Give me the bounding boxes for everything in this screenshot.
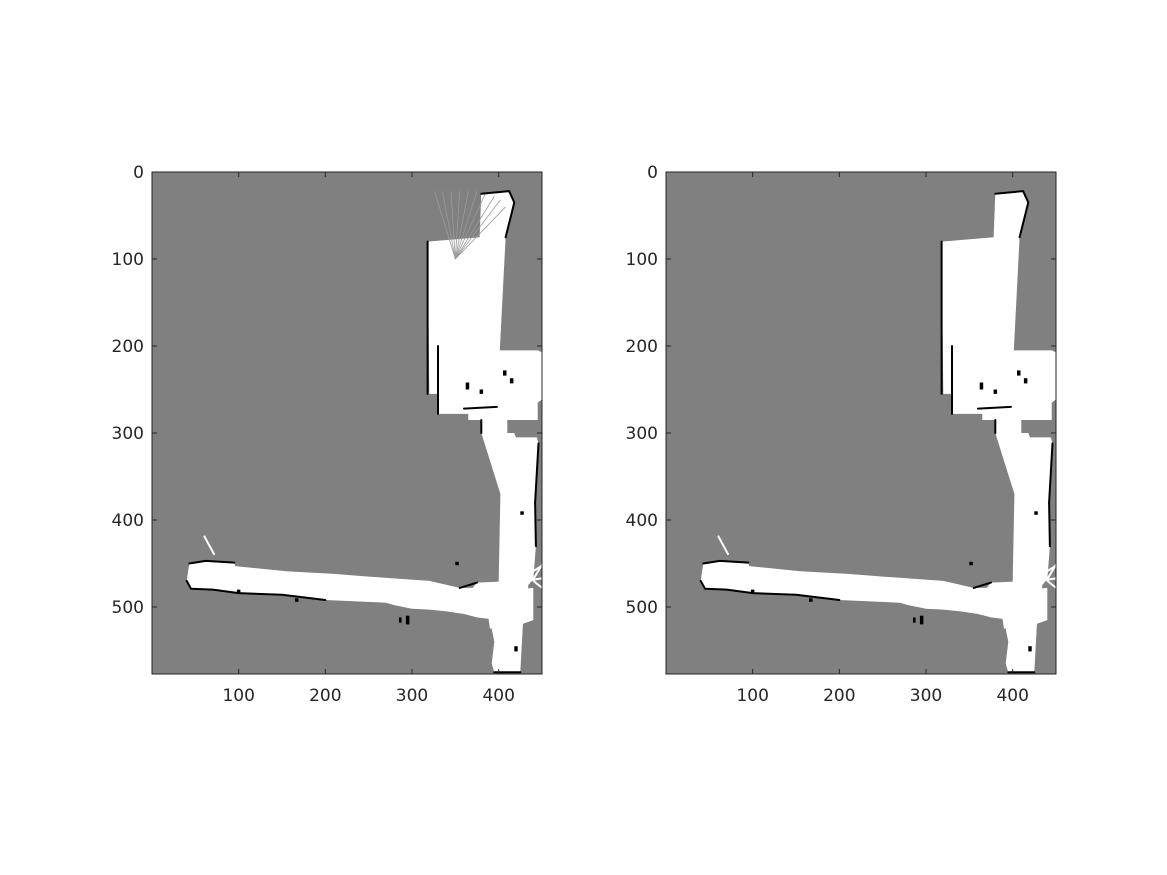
occupied-wall-8 <box>1048 501 1051 548</box>
free-space-region-2 <box>960 393 998 409</box>
x-tick-label: 300 <box>396 686 428 706</box>
y-tick-label: 400 <box>626 511 658 531</box>
free-space-spur-0 <box>203 535 216 556</box>
occupied-wall-9 <box>972 581 992 589</box>
occupied-obstacle-4 <box>236 589 241 594</box>
occupied-obstacle-1 <box>993 389 998 394</box>
y-tick-label: 200 <box>626 337 658 357</box>
free-space-spur-1 <box>532 580 542 590</box>
free-space-region-5 <box>477 582 495 588</box>
occupied-wall-3 <box>699 579 841 601</box>
free-space-region-6 <box>488 615 503 629</box>
y-tick-label: 300 <box>112 424 144 444</box>
occupied-wall-8 <box>534 501 537 548</box>
occupied-obstacle-10 <box>455 561 459 566</box>
x-tick-label: 400 <box>996 686 1028 706</box>
axes-frame <box>151 171 543 675</box>
x-tick-label: 100 <box>736 686 768 706</box>
ray-artifact-8 <box>455 199 501 260</box>
occupied-wall-10 <box>534 442 540 504</box>
ray-artifact-9 <box>455 206 506 260</box>
free-space-spur-4 <box>1040 577 1056 582</box>
map-panel-left: 100 200 300 400 0 100 200 300 400 500 <box>112 163 543 706</box>
free-space-spur-3 <box>1045 564 1056 574</box>
occupied-obstacle-6 <box>520 511 524 515</box>
free-space-spur-1 <box>1046 580 1056 590</box>
axes-frame <box>665 171 1057 675</box>
y-tick-label: 400 <box>112 511 144 531</box>
x-tick-label: 400 <box>482 686 514 706</box>
occupied-obstacle-7 <box>919 615 924 625</box>
free-space-spur-4 <box>526 577 542 582</box>
free-space-region-4 <box>700 560 1048 627</box>
occupied-wall-7 <box>977 405 1012 410</box>
y-tick-label: 300 <box>626 424 658 444</box>
x-tick-label: 300 <box>910 686 942 706</box>
occupied-obstacle-0 <box>979 382 984 390</box>
x-tick-label: 200 <box>823 686 855 706</box>
ray-artifact-4 <box>454 191 469 260</box>
map-plot-area <box>152 172 542 674</box>
occupied-obstacle-8 <box>399 617 402 623</box>
map-plot-area <box>666 172 1056 674</box>
occupied-wall-2 <box>188 559 236 565</box>
map-panel-right: 100 200 300 400 0 100 200 300 400 500 <box>626 163 1057 706</box>
y-tick-label: 0 <box>133 163 144 183</box>
occupied-obstacle-3 <box>1017 370 1021 376</box>
y-tick-label: 0 <box>647 163 658 183</box>
occupied-obstacle-5 <box>295 598 299 602</box>
y-tick-label: 200 <box>112 337 144 357</box>
occupied-obstacle-4 <box>750 589 755 594</box>
y-tick-label: 500 <box>112 598 144 618</box>
ray-artifact-3 <box>454 191 461 260</box>
occupied-wall-7 <box>463 405 498 410</box>
free-space-region-1 <box>952 346 1056 433</box>
occupied-obstacle-3 <box>503 370 507 376</box>
occupied-wall-2 <box>702 559 750 565</box>
ray-artifact-7 <box>454 196 495 260</box>
occupied-obstacle-2 <box>1023 378 1028 384</box>
occupied-obstacle-2 <box>509 378 514 384</box>
occupied-wall-10 <box>1048 442 1054 504</box>
occupied-obstacle-1 <box>479 389 484 394</box>
free-space-spur-3 <box>531 564 542 574</box>
free-space-region-5 <box>991 582 1009 588</box>
ray-artifact-0 <box>434 191 456 260</box>
occupied-obstacle-8 <box>913 617 916 623</box>
occupied-obstacle-9 <box>1028 646 1032 652</box>
occupied-obstacle-0 <box>465 382 470 390</box>
y-tick-label: 100 <box>112 250 144 270</box>
occupied-wall-0 <box>994 190 1030 239</box>
x-tick-label: 200 <box>309 686 341 706</box>
free-space-region-1 <box>438 346 542 433</box>
occupied-obstacle-5 <box>809 598 813 602</box>
occupied-obstacle-6 <box>1034 511 1038 515</box>
occupied-wall-0 <box>480 190 516 239</box>
occupied-wall-9 <box>458 581 478 589</box>
free-space-region-4 <box>186 560 534 627</box>
x-tick-label: 100 <box>222 686 254 706</box>
free-space-spur-0 <box>717 535 730 556</box>
y-tick-label: 500 <box>626 598 658 618</box>
ray-artifact-2 <box>450 191 456 260</box>
occupied-obstacle-7 <box>405 615 410 625</box>
ray-artifact-5 <box>454 191 478 260</box>
ray-artifact-1 <box>441 191 456 260</box>
ray-artifact-6 <box>454 192 487 260</box>
free-space-region-2 <box>446 393 484 409</box>
free-space-region-6 <box>1002 615 1017 629</box>
y-tick-label: 100 <box>626 250 658 270</box>
occupied-wall-3 <box>185 579 327 601</box>
occupied-obstacle-10 <box>969 561 973 566</box>
occupied-obstacle-9 <box>514 646 518 652</box>
